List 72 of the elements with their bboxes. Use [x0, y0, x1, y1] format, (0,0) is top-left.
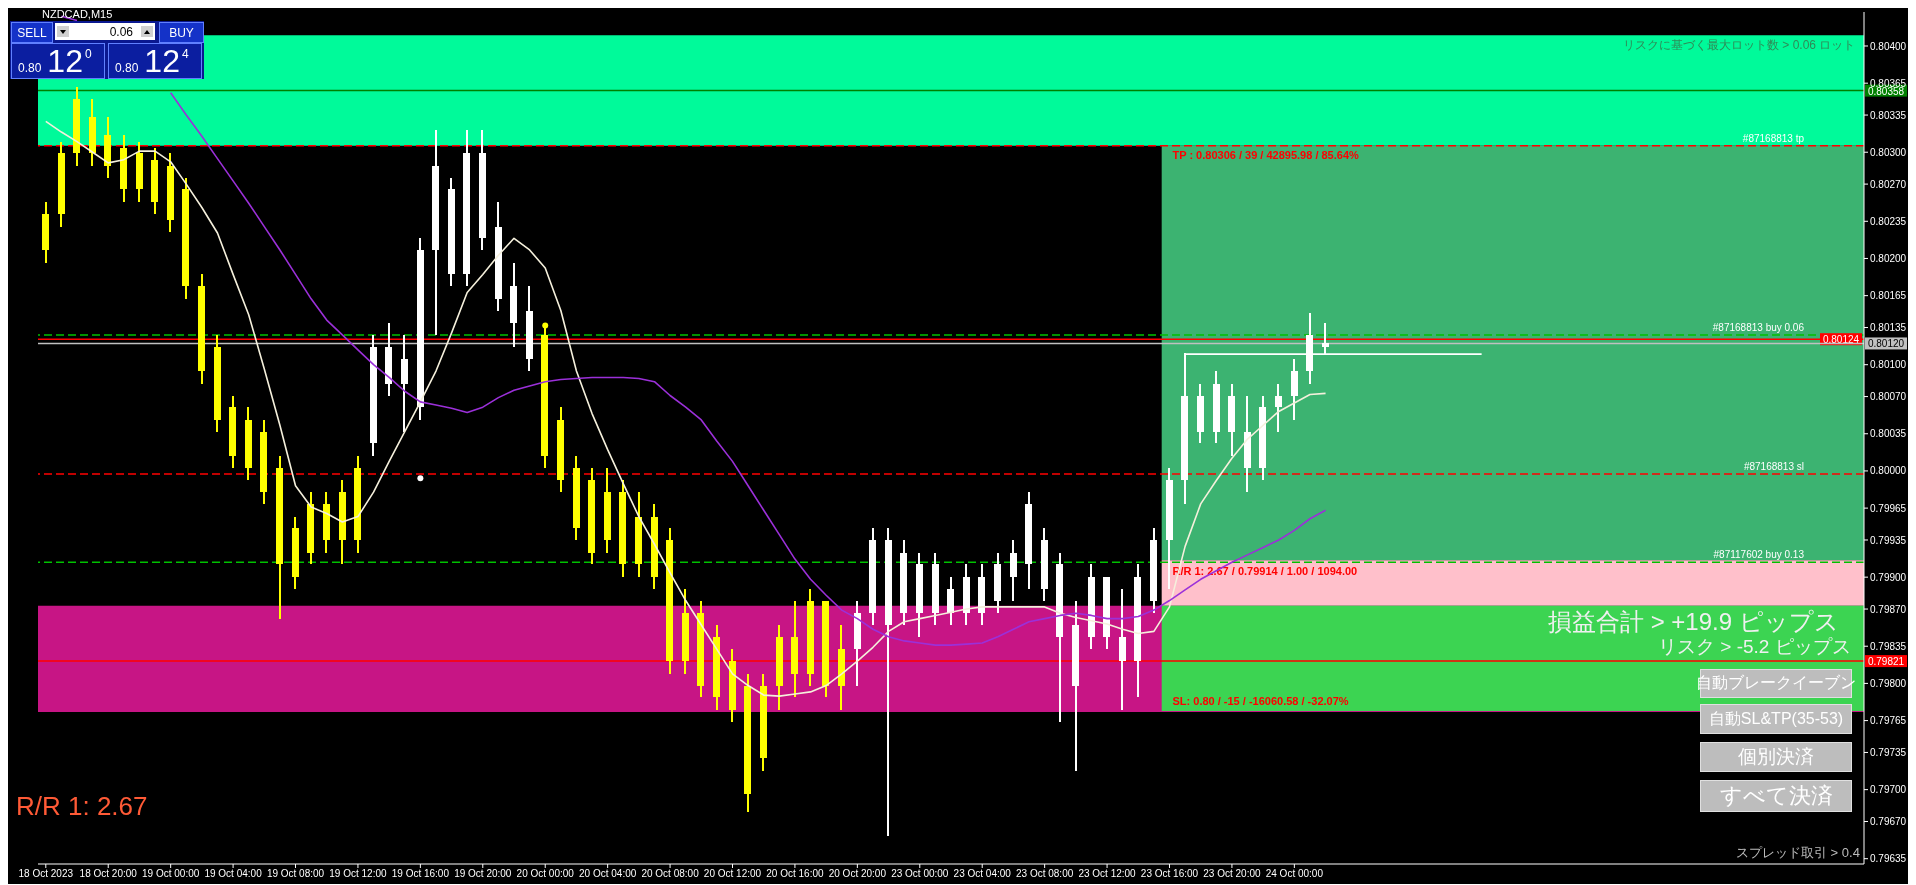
x-tick-label: 18 Oct 2023 — [18, 868, 74, 880]
x-tick-label: 19 Oct 12:00 — [329, 868, 388, 880]
x-tick-label: 23 Oct 20:00 — [1203, 868, 1261, 880]
ref-line-label: 0.79821 — [1867, 656, 1905, 668]
x-tick-label: 19 Oct 08:00 — [266, 868, 325, 880]
button: すべて決済 — [1700, 780, 1852, 812]
button: 自動SL&TP(35-53) — [1700, 704, 1852, 734]
chart-title: NZDCAD,M15 — [42, 8, 113, 20]
y-tick-label: 0.79700 — [1870, 784, 1907, 796]
ref-line-label: #87168813 tp — [1742, 132, 1805, 144]
annotation: SL: 0.80 / -15 / -16060.58 / -32.07% — [1172, 695, 1349, 708]
ref-line-label: #87168813 buy 0.06 — [1712, 321, 1805, 333]
y-tick-label: 0.80035 — [1870, 428, 1907, 440]
y-tick-label: 0.79800 — [1870, 677, 1907, 689]
x-tick-label: 20 Oct 12:00 — [703, 868, 762, 880]
ref-line-label: 0.80124 — [1822, 334, 1860, 346]
annotation: リスクに基づく最大ロット数 > 0.06 ロット — [1623, 38, 1856, 53]
y-tick-label: 0.80400 — [1870, 40, 1907, 52]
annotation: リスク > -5.2 ピップス — [1658, 636, 1851, 658]
x-tick-label: 23 Oct 08:00 — [1016, 868, 1074, 880]
y-tick-label: 0.79835 — [1870, 640, 1907, 652]
x-tick-label: 20 Oct 16:00 — [766, 868, 824, 880]
ref-line-label: 0.80120 — [1867, 338, 1905, 350]
x-tick-label: 24 Oct 00:00 — [1265, 868, 1324, 880]
annotation: スプレッド取引 > 0.4 — [1736, 845, 1860, 861]
annotation: 4 — [181, 47, 189, 61]
y-tick-label: 0.80300 — [1870, 146, 1907, 158]
annotation: 0.80 — [115, 61, 139, 75]
ref-line-label: #87168813 sl — [1743, 461, 1804, 473]
ref-line-label: #87117602 buy 0.13 — [1713, 549, 1805, 561]
x-tick-label: 23 Oct 00:00 — [891, 868, 949, 880]
annotation: 12 — [144, 43, 180, 79]
y-tick-label: 0.79870 — [1870, 603, 1907, 615]
x-tick-label: 23 Oct 12:00 — [1078, 868, 1137, 880]
y-tick-label: 0.80270 — [1870, 178, 1907, 190]
y-tick-label: 0.80335 — [1870, 109, 1907, 121]
y-tick-label: 0.80000 — [1870, 465, 1907, 477]
y-tick-label: 0.80100 — [1870, 359, 1907, 371]
y-tick-label: 0.79735 — [1870, 747, 1907, 758]
x-tick-label: 23 Oct 16:00 — [1140, 868, 1199, 880]
x-tick-label: 18 Oct 20:00 — [79, 868, 138, 880]
x-tick-label: 20 Oct 08:00 — [641, 868, 700, 880]
annotation: R/R 1: 2.67 — [16, 791, 148, 821]
y-tick-label: 0.80235 — [1870, 215, 1907, 227]
annotation: 0 — [84, 47, 92, 61]
annotation: 12 — [47, 43, 83, 79]
x-tick-label: 19 Oct 00:00 — [142, 868, 200, 880]
annotation: BUY — [159, 22, 204, 43]
y-tick-label: 0.80165 — [1870, 290, 1907, 302]
x-tick-label: 20 Oct 04:00 — [579, 868, 637, 880]
button: 個別決済 — [1700, 742, 1852, 772]
x-tick-label: 20 Oct 00:00 — [516, 868, 575, 880]
y-tick-label: 0.79935 — [1870, 534, 1907, 546]
x-tick-label: 19 Oct 20:00 — [454, 868, 512, 880]
y-tick-label: 0.79635 — [1870, 853, 1907, 865]
y-tick-label: 0.80200 — [1870, 253, 1907, 265]
y-tick-label: 0.80135 — [1870, 322, 1907, 334]
x-tick-label: 19 Oct 16:00 — [391, 868, 450, 880]
annotation: 0.80 — [18, 61, 42, 75]
ref-line-label: 0.80358 — [1867, 85, 1905, 97]
x-tick-label: 20 Oct 20:00 — [828, 868, 887, 880]
annotation: 0.06 — [55, 23, 155, 40]
x-tick-label: 19 Oct 04:00 — [204, 868, 263, 880]
y-tick-label: 0.79965 — [1870, 502, 1907, 514]
y-tick-label: 0.79765 — [1870, 715, 1907, 727]
y-tick-label: 0.80070 — [1870, 391, 1907, 403]
y-tick-label: 0.79670 — [1870, 816, 1907, 828]
annotation: 損益合計 > +19.9 ピップス — [1548, 608, 1839, 636]
annotation: TP : 0.80306 / 39 / 42895.98 / 85.64% — [1172, 148, 1360, 161]
x-tick-label: 23 Oct 04:00 — [953, 868, 1012, 880]
annotation: SELL — [11, 22, 53, 43]
y-tick-label: 0.79900 — [1870, 571, 1907, 583]
